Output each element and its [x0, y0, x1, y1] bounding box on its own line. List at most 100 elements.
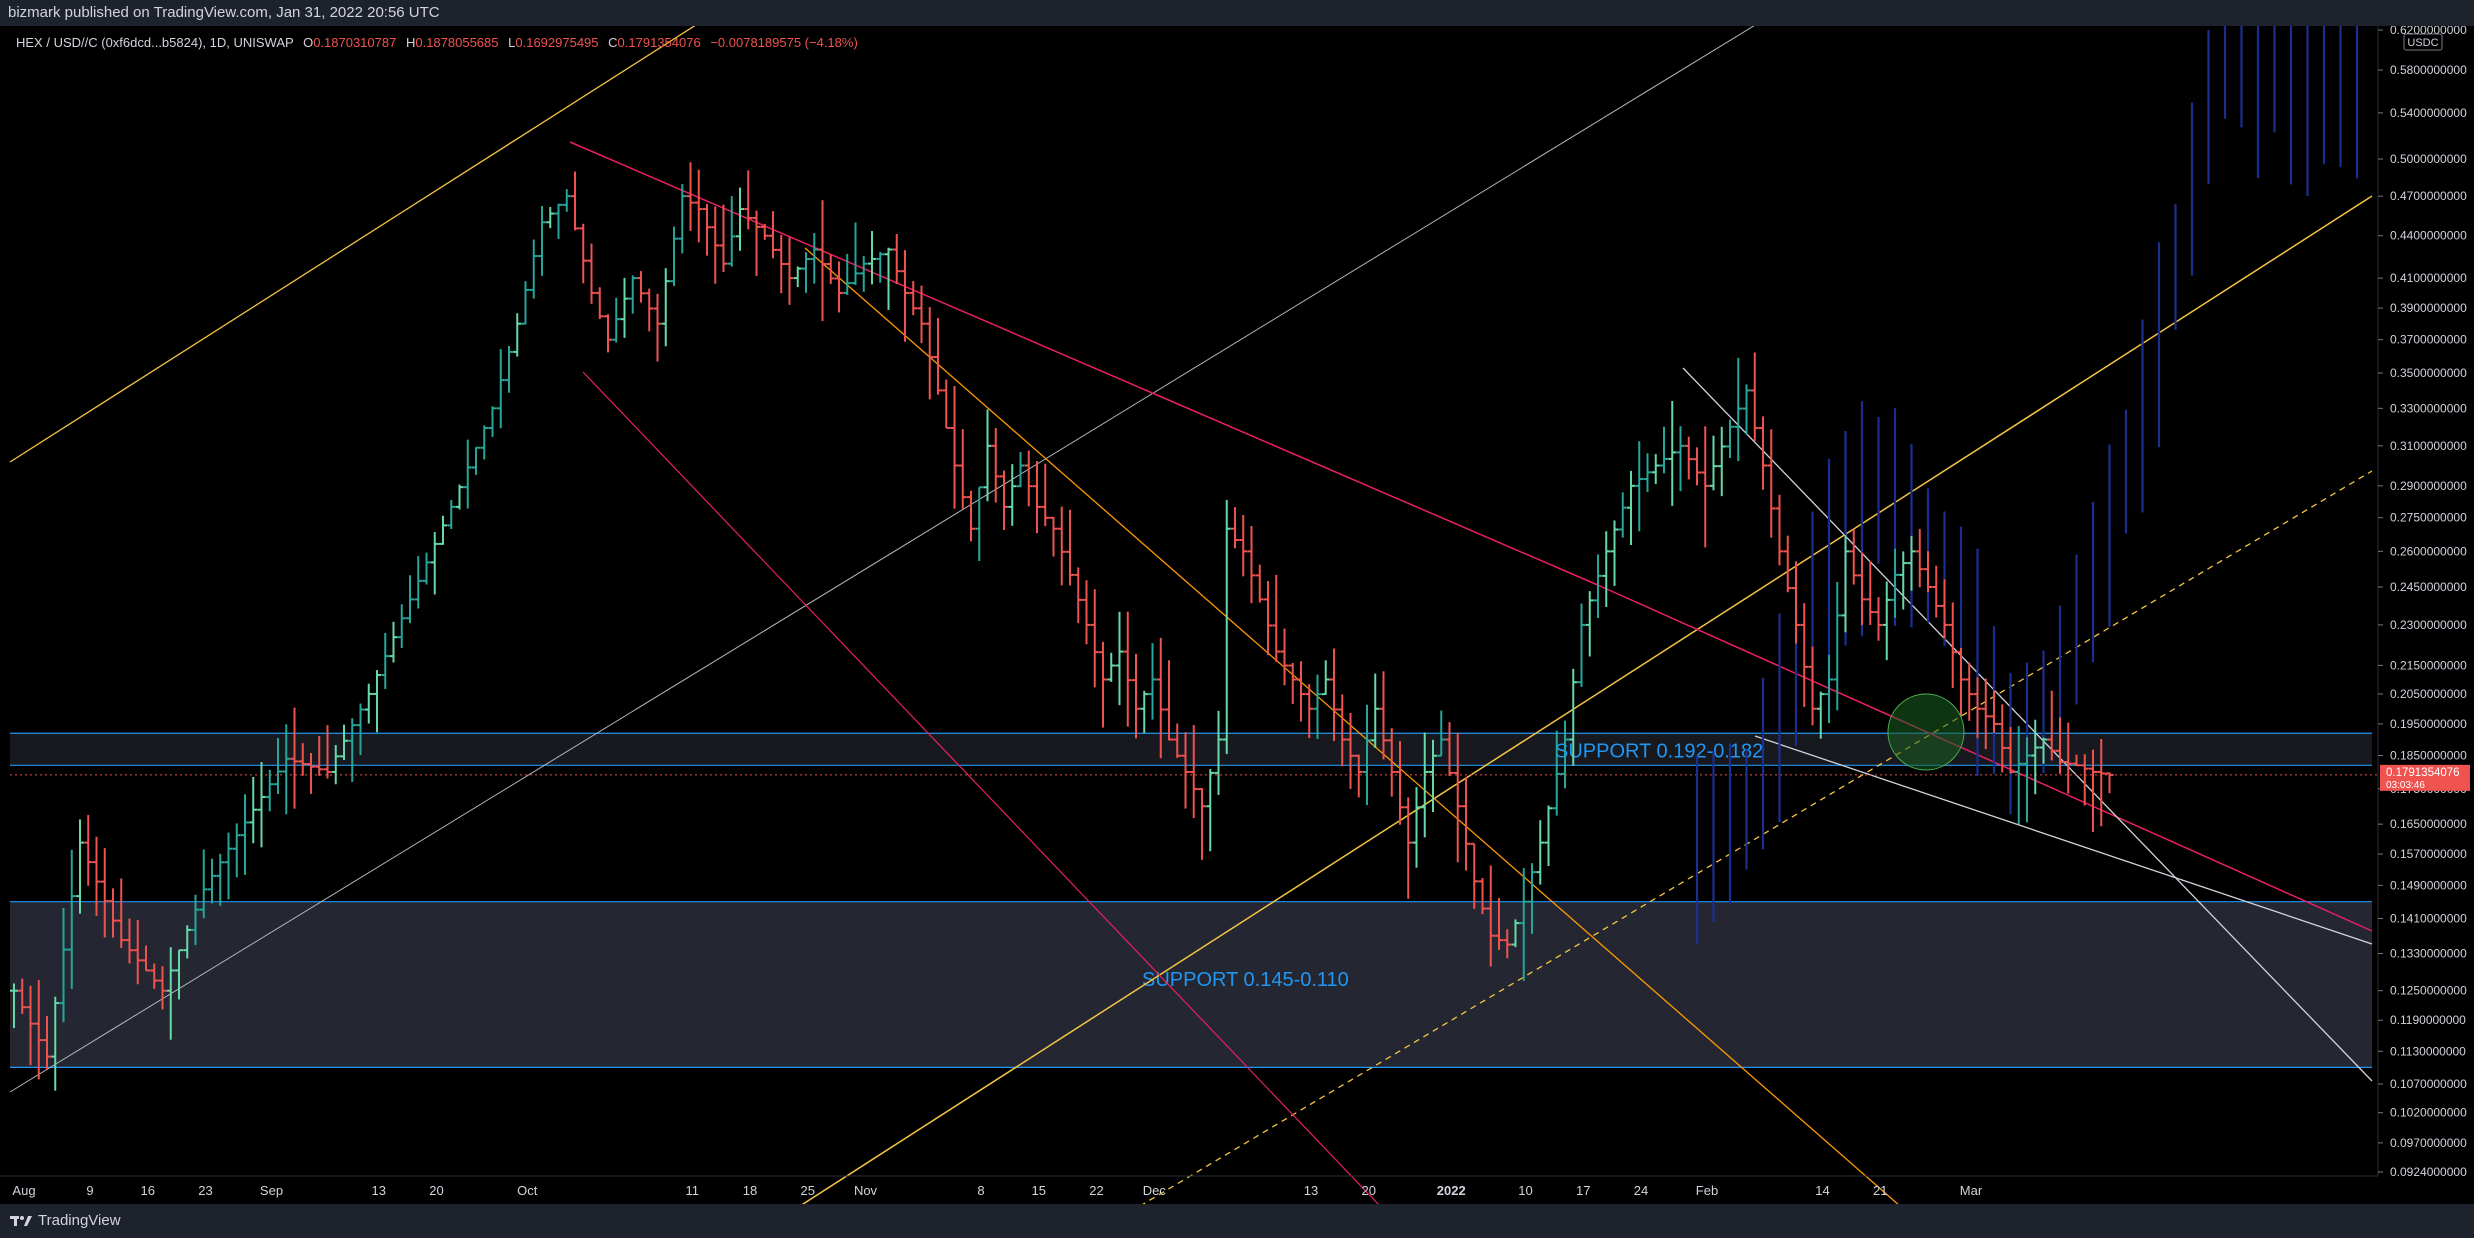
time-tick-label: 17: [1576, 1183, 1590, 1198]
price-bar: [1330, 648, 1338, 742]
price-bar: [1429, 739, 1437, 813]
price-bar: [884, 247, 893, 310]
support-zone: [10, 733, 2372, 766]
price-bar: [323, 725, 332, 779]
price-bar: [736, 187, 744, 251]
diagonal-grey-line: [9, 26, 1755, 1093]
price-bar: [1783, 535, 1792, 593]
price-bar: [571, 171, 579, 231]
price-bar: [1932, 565, 1941, 618]
price-bar: [1272, 574, 1281, 662]
price-tick-label: 0.3900000000: [2390, 301, 2467, 315]
tradingview-brand[interactable]: TradingView: [10, 1212, 121, 1229]
price-bar: [1899, 551, 1908, 610]
price-bar: [1107, 652, 1116, 682]
price-bar: [909, 281, 918, 316]
price-bar: [950, 386, 959, 509]
price-bar: [92, 836, 101, 916]
price-bar: [1759, 416, 1767, 490]
price-tick-label: 0.1130000000: [2390, 1044, 2466, 1058]
price-bar: [348, 718, 357, 782]
price-bar: [1767, 429, 1776, 538]
support-zone-label: SUPPORT 0.192-0.182: [1555, 740, 1763, 762]
price-bar: [232, 823, 241, 878]
price-bar: [2089, 749, 2097, 832]
price-bar: [117, 878, 126, 948]
time-tick-label: 18: [743, 1183, 757, 1198]
price-bar: [752, 210, 761, 276]
price-bar: [1544, 805, 1553, 867]
price-bar: [1709, 435, 1718, 491]
price-bar: [1891, 548, 1899, 618]
price-bar: [430, 532, 439, 595]
price-bar: [1849, 529, 1858, 585]
open-label: O: [303, 35, 314, 50]
time-tick-label: Aug: [12, 1183, 35, 1198]
price-tick-label: 0.1070000000: [2390, 1077, 2467, 1091]
price-bar: [1882, 581, 1891, 661]
price-bar: [1363, 704, 1371, 806]
price-bar: [777, 234, 786, 294]
price-bar: [1833, 582, 1842, 711]
price-bar: [604, 314, 612, 353]
price-bar: [150, 963, 159, 989]
brand-label: TradingView: [38, 1212, 121, 1229]
price-bar: [1115, 611, 1124, 706]
price-bar: [1981, 678, 1990, 750]
price-bar: [1090, 589, 1099, 688]
symbol-name[interactable]: HEX / USD//C (0xf6dcd...b5824), 1D, UNIS…: [16, 35, 294, 50]
price-bar: [1907, 535, 1916, 591]
price-bar: [1486, 865, 1495, 967]
price-bar: [1288, 662, 1297, 704]
price-bar: [447, 499, 456, 530]
price-bar: [2056, 717, 2064, 774]
price-bar: [282, 724, 291, 815]
price-bar: [389, 621, 398, 663]
price-bar: [686, 162, 695, 231]
price-bar: [496, 349, 505, 429]
price-bar: [711, 206, 720, 284]
price-bar: [595, 287, 604, 320]
currency-badge[interactable]: [2403, 33, 2443, 51]
price-bar: [1396, 741, 1404, 825]
price-bar: [826, 254, 835, 285]
price-bar: [1305, 684, 1314, 739]
price-bar: [1338, 694, 1347, 767]
support-zone: [10, 901, 2372, 1068]
time-tick-label: 20: [429, 1183, 443, 1198]
price-bar: [868, 231, 876, 285]
price-bar: [2105, 772, 2114, 794]
price-bar: [1214, 710, 1223, 795]
time-tick-label: 21: [1873, 1183, 1887, 1198]
price-bar: [645, 288, 654, 332]
price-bar: [1354, 754, 1363, 798]
price-tick-label: 0.0924000000: [2390, 1165, 2467, 1179]
descending-red-trendline-ext: [1599, 585, 2373, 932]
price-bar: [917, 285, 926, 344]
price-bar: [612, 297, 621, 343]
price-bar: [529, 239, 538, 299]
price-bar: [1404, 797, 1413, 899]
price-tick-label: 0.2150000000: [2390, 658, 2467, 672]
price-bar: [1280, 628, 1289, 686]
price-bar: [1255, 564, 1264, 603]
price-bar: [2080, 754, 2089, 806]
price-bar: [785, 237, 794, 305]
price-bar: [109, 888, 117, 938]
footer-bar: TradingView: [0, 1204, 2474, 1238]
price-bar: [1313, 674, 1322, 739]
price-axis[interactable]: 0.6200000000 0.5800000000 0.5400000000 0.50…: [2377, 26, 2474, 1204]
price-tick-label: 0.2050000000: [2390, 687, 2467, 701]
price-bar: [975, 486, 984, 561]
price-bar: [769, 211, 777, 259]
price-bar: [183, 925, 192, 959]
price-bar: [1990, 690, 1998, 733]
price-bar: [670, 226, 678, 287]
price-bar: [1420, 732, 1429, 838]
price-chart[interactable]: SUPPORT 0.192-0.182 SUPPORT 0.145-0.110 0…: [0, 26, 2474, 1204]
price-bar: [802, 252, 810, 293]
price-bar: [1750, 352, 1759, 442]
time-axis[interactable]: Aug 9 16 23 Sep 13 20 Oct 11 18 25 Nov 8 15 22 Dec 13 20 2…: [0, 1175, 2378, 1198]
price-bar: [1726, 419, 1734, 459]
price-bar: [1049, 516, 1058, 557]
